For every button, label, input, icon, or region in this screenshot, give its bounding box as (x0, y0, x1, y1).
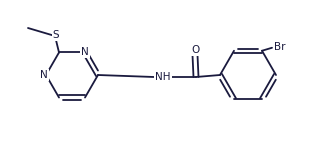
Text: Br: Br (274, 42, 286, 52)
Text: N: N (81, 48, 89, 57)
Text: O: O (191, 45, 199, 55)
Text: N: N (40, 70, 48, 80)
Text: S: S (53, 30, 59, 40)
Text: NH: NH (155, 72, 171, 82)
